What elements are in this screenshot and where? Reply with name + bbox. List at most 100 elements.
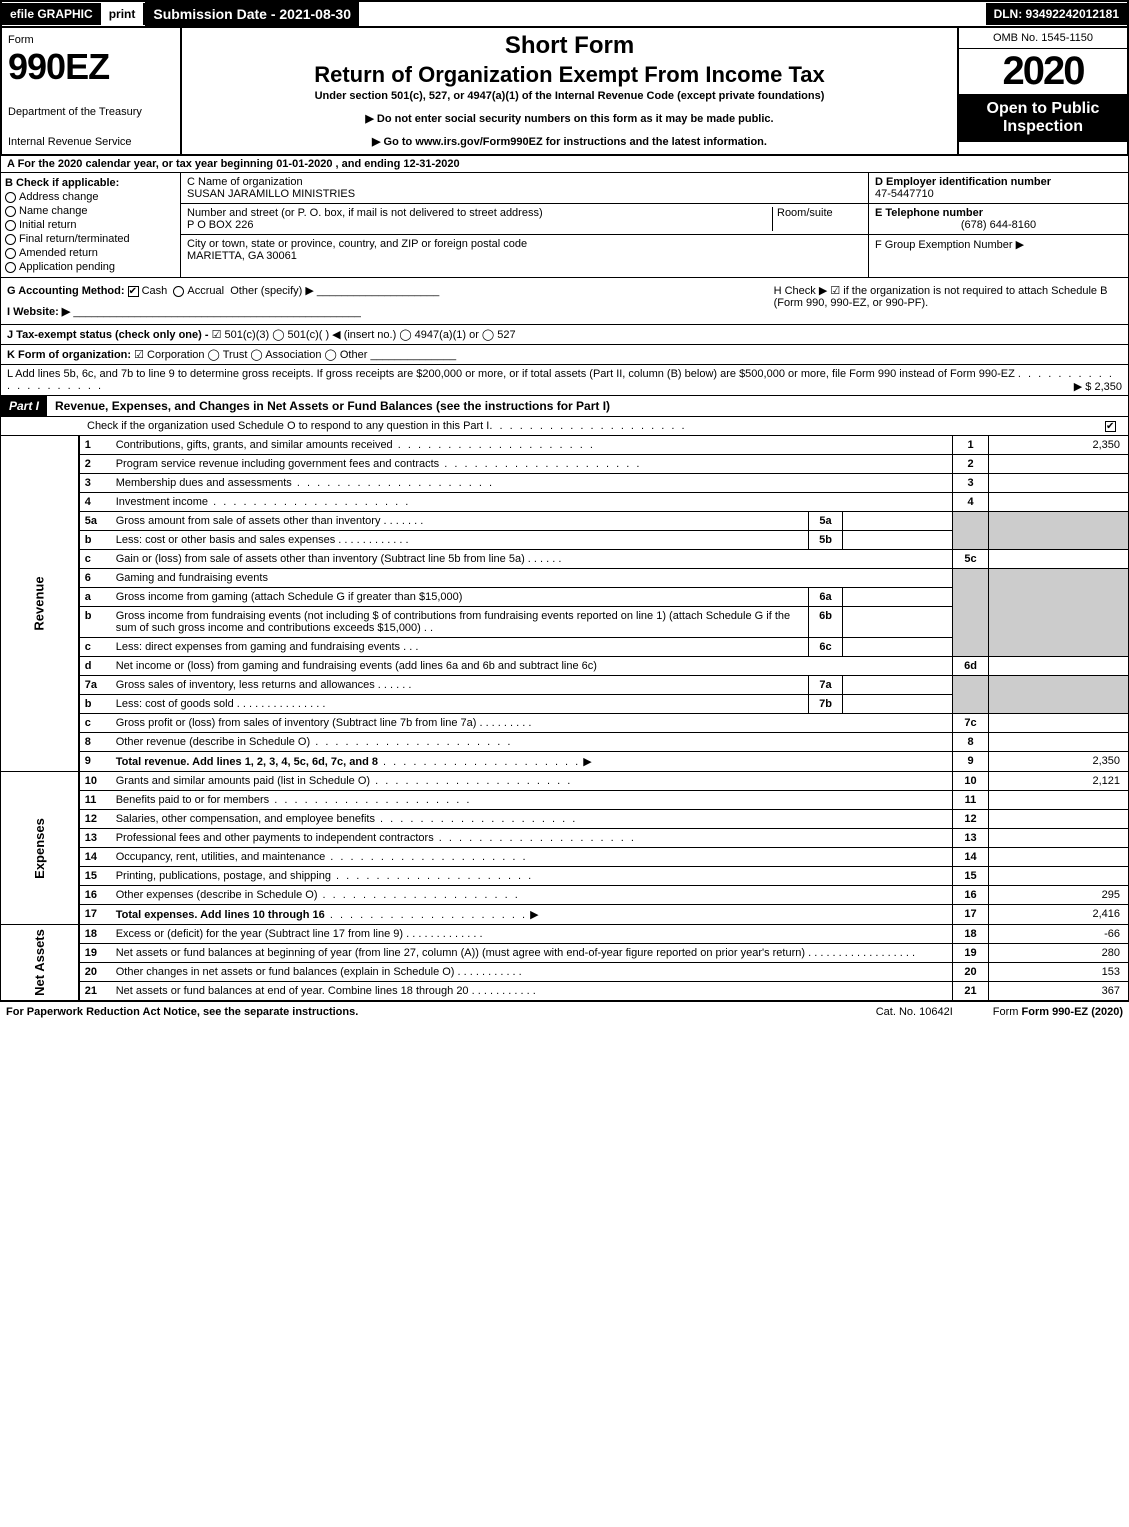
line-18-val: -66 <box>989 925 1129 944</box>
chk-name-change[interactable] <box>5 206 16 217</box>
line-1-rnum: 1 <box>953 436 989 455</box>
chk-name-change-label: Name change <box>19 205 88 217</box>
line-4-num: 4 <box>79 493 111 512</box>
title-return: Return of Organization Exempt From Incom… <box>186 62 953 88</box>
efile-button[interactable]: efile GRAPHIC <box>2 3 101 25</box>
l-value: ▶ $ 2,350 <box>1074 380 1122 393</box>
line-17-val: 2,416 <box>989 905 1129 925</box>
line-8-desc: Other revenue (describe in Schedule O) <box>116 736 310 748</box>
line-18-desc: Excess or (deficit) for the year (Subtra… <box>116 928 403 940</box>
line-5b-subval <box>843 531 953 550</box>
room-label: Room/suite <box>777 207 862 219</box>
line-9-num: 9 <box>79 752 111 772</box>
line-13-num: 13 <box>79 829 111 848</box>
chk-cash[interactable] <box>128 286 139 297</box>
addr-label: Number and street (or P. O. box, if mail… <box>187 207 772 219</box>
goto-link[interactable]: ▶ Go to www.irs.gov/Form990EZ for instru… <box>186 135 953 148</box>
line-16-rnum: 16 <box>953 886 989 905</box>
line-16-num: 16 <box>79 886 111 905</box>
line-21-desc: Net assets or fund balances at end of ye… <box>116 985 469 997</box>
line-13-rnum: 13 <box>953 829 989 848</box>
cat-number: Cat. No. 10642I <box>876 1006 953 1018</box>
line-6-num: 6 <box>79 569 111 588</box>
line-6d-val <box>989 657 1129 676</box>
line-5c-desc: Gain or (loss) from sale of assets other… <box>116 553 525 565</box>
line-15-rnum: 15 <box>953 867 989 886</box>
part-1-check: Check if the organization used Schedule … <box>0 417 1129 436</box>
page-footer: For Paperwork Reduction Act Notice, see … <box>0 1001 1129 1022</box>
line-17-rnum: 17 <box>953 905 989 925</box>
org-name-label: C Name of organization <box>187 176 862 188</box>
k-label: K Form of organization: <box>7 349 131 361</box>
row-k: K Form of organization: ☑ Corporation ◯ … <box>0 345 1129 365</box>
org-city: MARIETTA, GA 30061 <box>187 250 862 262</box>
line-12-num: 12 <box>79 810 111 829</box>
line-7b-subnum: 7b <box>809 695 843 714</box>
line-6c-num: c <box>79 638 111 657</box>
line-6a-subval <box>843 588 953 607</box>
line-8-rnum: 8 <box>953 733 989 752</box>
line-21-num: 21 <box>79 982 111 1001</box>
chk-schedule-o[interactable] <box>1105 421 1116 432</box>
line-5a-subnum: 5a <box>809 512 843 531</box>
line-7b-desc: Less: cost of goods sold <box>116 698 234 710</box>
chk-address-change-label: Address change <box>19 191 99 203</box>
line-5c-num: c <box>79 550 111 569</box>
section-a-period: A For the 2020 calendar year, or tax yea… <box>0 156 1129 173</box>
line-6c-subnum: 6c <box>809 638 843 657</box>
g-label: G Accounting Method: <box>7 285 125 297</box>
lines-table: Revenue 1 Contributions, gifts, grants, … <box>0 436 1129 1001</box>
line-13-desc: Professional fees and other payments to … <box>116 832 434 844</box>
top-bar: efile GRAPHIC print Submission Date - 20… <box>0 0 1129 28</box>
form-label: Form <box>8 34 174 46</box>
phone-label: E Telephone number <box>875 207 1122 219</box>
chk-accrual[interactable] <box>173 286 184 297</box>
line-5ab-shaded <box>953 512 989 550</box>
print-button[interactable]: print <box>101 3 146 25</box>
ssn-warning: ▶ Do not enter social security numbers o… <box>186 112 953 125</box>
line-12-val <box>989 810 1129 829</box>
ein-label: D Employer identification number <box>875 176 1122 188</box>
line-6a-subnum: 6a <box>809 588 843 607</box>
accrual-label: Accrual <box>187 285 224 297</box>
line-3-desc: Membership dues and assessments <box>116 477 292 489</box>
line-6-desc: Gaming and fundraising events <box>116 572 268 584</box>
line-1-val: 2,350 <box>989 436 1129 455</box>
line-5ab-shaded-val <box>989 512 1129 550</box>
line-18-rnum: 18 <box>953 925 989 944</box>
chk-amended-return[interactable] <box>5 248 16 259</box>
box-b-title: B Check if applicable: <box>5 177 176 189</box>
line-6-shaded <box>953 569 989 657</box>
website-label: I Website: ▶ <box>7 306 70 318</box>
title-sub: Under section 501(c), 527, or 4947(a)(1)… <box>186 90 953 102</box>
form-year-block: OMB No. 1545-1150 2020 Open to Public In… <box>957 28 1127 154</box>
form-title-block: Short Form Return of Organization Exempt… <box>182 28 957 154</box>
line-8-val <box>989 733 1129 752</box>
line-7c-num: c <box>79 714 111 733</box>
chk-application-pending[interactable] <box>5 262 16 273</box>
j-label: J Tax-exempt status (check only one) - <box>7 329 209 341</box>
phone-value: (678) 644-8160 <box>875 219 1122 231</box>
line-7b-subval <box>843 695 953 714</box>
line-18-num: 18 <box>79 925 111 944</box>
line-7a-num: 7a <box>79 676 111 695</box>
line-7ab-shaded <box>953 676 989 714</box>
box-def: D Employer identification number 47-5447… <box>868 173 1128 277</box>
line-3-rnum: 3 <box>953 474 989 493</box>
netassets-side-label: Net Assets <box>1 925 79 1001</box>
line-11-rnum: 11 <box>953 791 989 810</box>
line-10-num: 10 <box>79 772 111 791</box>
revenue-side-label: Revenue <box>1 436 79 772</box>
line-14-desc: Occupancy, rent, utilities, and maintena… <box>116 851 326 863</box>
line-1-num: 1 <box>79 436 111 455</box>
line-21-rnum: 21 <box>953 982 989 1001</box>
line-8-num: 8 <box>79 733 111 752</box>
chk-initial-return[interactable] <box>5 220 16 231</box>
line-20-val: 153 <box>989 963 1129 982</box>
chk-address-change[interactable] <box>5 192 16 203</box>
form-ref: Form Form 990-EZ (2020) <box>993 1006 1123 1018</box>
form-id-block: Form 990EZ Department of the Treasury In… <box>2 28 182 154</box>
chk-final-return[interactable] <box>5 234 16 245</box>
box-c: C Name of organization SUSAN JARAMILLO M… <box>181 173 868 277</box>
open-inspection: Open to Public Inspection <box>959 94 1127 142</box>
